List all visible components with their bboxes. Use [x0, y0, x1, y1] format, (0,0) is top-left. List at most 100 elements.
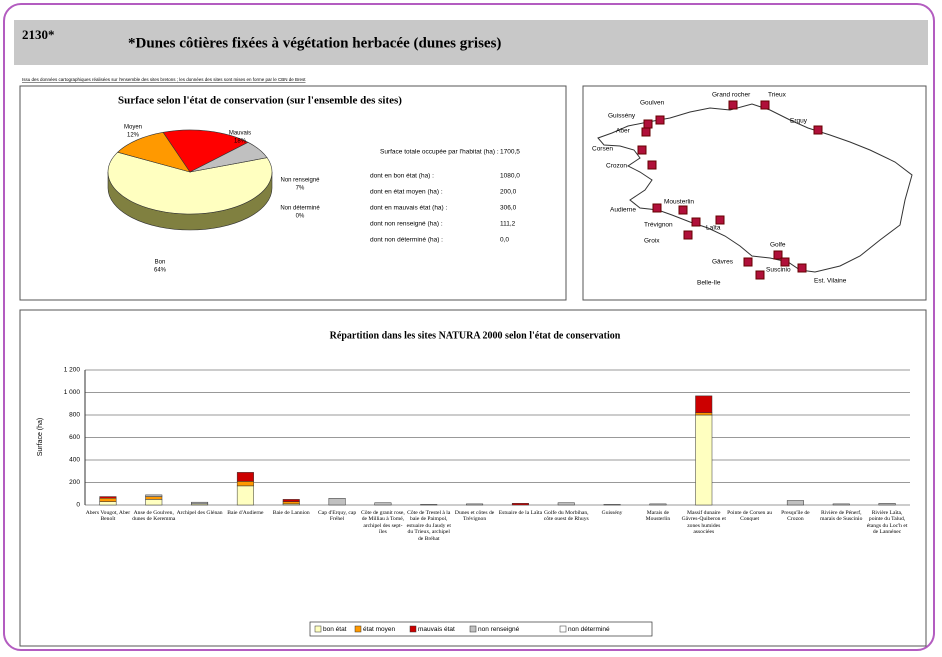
bar-segment — [145, 499, 163, 506]
site-label: Groix — [644, 238, 660, 245]
pie-value-label: 7% — [296, 186, 305, 192]
header-title: *Dunes côtières fixées à végétation herb… — [128, 35, 501, 51]
site-label: Erquy — [790, 118, 808, 125]
site-label: Golfe — [770, 242, 786, 249]
page-frame — [3, 3, 935, 651]
summary-value: 0,0 — [500, 237, 509, 244]
legend-swatch — [469, 625, 477, 633]
site-marker — [655, 115, 665, 125]
x-tick-label-box: Rivière de Pénerf, marais de Suscinio — [820, 510, 862, 522]
legend-label: non renseigné — [478, 626, 520, 633]
x-tick-label-box: Rivière Laïta, pointe du Talud, étangs d… — [866, 510, 908, 536]
bar-title: Répartition dans les sites NATURA 2000 s… — [330, 330, 621, 341]
legend-swatch — [559, 625, 567, 633]
x-tick-label-box: Presqu'île de Crozon — [781, 510, 810, 523]
bar-segment — [236, 472, 254, 482]
legend: bon état état moyen mauvais état non rensei… — [309, 621, 653, 637]
site-marker — [691, 217, 701, 227]
x-tick-label-box: Massif dunaire Gâvres-Quiberon et zones … — [681, 510, 726, 536]
y-tick-label: 600 — [69, 434, 80, 441]
x-tick-label-box: Dunes et côtes de Trévignon — [454, 510, 495, 523]
bar-segment — [374, 502, 392, 506]
x-tick-label-box: Baie d'Audierne — [227, 510, 264, 516]
x-tick-label: Côte de Trestel à la baie de Paimpol, es… — [406, 510, 451, 542]
x-tick-label: Anse de Goulven, dunes de Keremma — [132, 510, 176, 523]
bar-segment — [236, 481, 254, 487]
site-label: Corsen — [592, 146, 613, 153]
bar-segment — [695, 414, 713, 506]
bar-segment — [99, 496, 117, 499]
pie-label: Non déterminé — [280, 206, 320, 212]
bar-segment — [328, 498, 346, 506]
header-band — [14, 20, 928, 65]
site-marker — [760, 100, 770, 110]
y-tick-label: 200 — [69, 479, 80, 486]
x-tick-label: Dunes et côtes de Trévignon — [454, 510, 495, 523]
legend-label: bon état — [323, 626, 347, 633]
summary-label: dont non déterminé (ha) : — [370, 237, 443, 244]
site-label: Gâvres — [712, 259, 734, 266]
x-tick-label: Rivière Laïta, pointe du Talud, étangs d… — [866, 510, 908, 536]
site-marker — [647, 160, 657, 170]
header-code: 2130* — [22, 27, 55, 42]
legend-swatch — [354, 625, 362, 633]
pie-panel — [19, 85, 567, 301]
pie-label: Non renseigné — [280, 178, 320, 184]
legend-label: non déterminé — [568, 626, 610, 633]
site-label: Suscinio — [766, 267, 791, 274]
x-tick-label: Archipel des Glénan — [176, 510, 223, 516]
pie-value-label: 18% — [234, 139, 247, 145]
bar-segment — [832, 503, 850, 506]
summary-label: dont en bon état (ha) : — [370, 173, 434, 180]
x-tick-label: Cap d'Erquy, cap Fréhel — [318, 510, 357, 523]
y-tick-label: 0 — [76, 502, 80, 509]
site-label: Mousterlin — [664, 199, 694, 206]
site-marker — [743, 257, 753, 267]
site-marker — [641, 127, 651, 137]
summary-label: Surface totale occupée par l'habitat (ha… — [380, 149, 499, 156]
pie-label: Bon — [155, 260, 166, 266]
site-label: Guissény — [608, 113, 636, 120]
x-tick-label: Baie d'Audierne — [227, 510, 264, 516]
y-tick-label: 400 — [69, 457, 80, 464]
x-tick-label: Massif dunaire Gâvres-Quiberon et zones … — [681, 510, 726, 536]
pie-value-label: 12% — [127, 133, 140, 139]
site-marker — [715, 215, 725, 225]
x-tick-label: Presqu'île de Crozon — [781, 510, 810, 523]
summary-value: 1080,0 — [500, 173, 520, 180]
site-label: Goulven — [640, 100, 665, 107]
bar-segment — [649, 503, 667, 506]
y-axis-label: Surface (ha) — [37, 418, 44, 457]
pie-label: Moyen — [124, 125, 142, 131]
bar-segment — [282, 499, 300, 502]
legend-swatch — [314, 625, 322, 633]
summary-value: 306,0 — [500, 205, 517, 212]
site-label: Aber — [616, 128, 631, 135]
summary-value: 1700,5 — [500, 149, 520, 156]
site-marker — [755, 270, 765, 280]
site-label: Crozon — [606, 163, 627, 170]
site-marker — [678, 205, 688, 215]
pie-label: Mauvais — [229, 131, 251, 137]
x-tick-label-box: Anse de Goulven, dunes de Keremma — [132, 510, 176, 523]
site-label: Laïta — [706, 225, 721, 232]
legend-box — [309, 621, 653, 637]
legend-label: état moyen — [363, 626, 396, 633]
bar-segment — [145, 496, 163, 500]
site-marker — [813, 125, 823, 135]
bar-segment — [695, 412, 713, 416]
summary-label: dont en mauvais état (ha) : — [370, 205, 448, 212]
site-label: Belle-Ile — [697, 280, 721, 287]
site-marker — [773, 250, 783, 260]
site-marker — [643, 119, 653, 129]
bar-segment — [282, 501, 300, 505]
x-tick-label-box: Golfe du Morbihan, côte ouest de Rhuys — [544, 510, 589, 522]
bar-segment — [99, 498, 117, 502]
pie-value-label: 64% — [154, 268, 167, 274]
site-marker — [637, 145, 647, 155]
x-tick-label-box: Baie de Lannion — [273, 510, 310, 516]
x-tick-label-box: Côte de Trestel à la baie de Paimpol, es… — [406, 510, 451, 542]
legend-swatch — [409, 625, 417, 633]
bar-segment — [191, 501, 209, 505]
bar-segment — [420, 504, 438, 506]
